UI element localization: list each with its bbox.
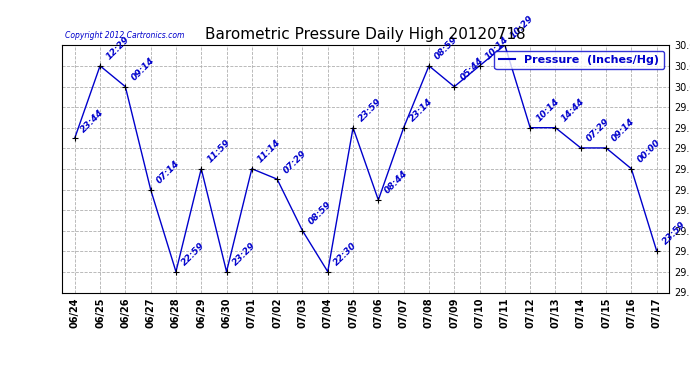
Text: 05:44: 05:44 [458,56,485,82]
Text: 14:44: 14:44 [560,97,586,123]
Text: 10:14: 10:14 [534,97,561,123]
Text: 11:14: 11:14 [256,138,283,165]
Text: 07:29: 07:29 [585,117,611,144]
Text: 23:59: 23:59 [357,97,384,123]
Text: 08:59: 08:59 [433,35,460,62]
Text: 10:29: 10:29 [509,14,535,41]
Text: 11:59: 11:59 [206,138,232,165]
Text: 23:29: 23:29 [230,241,257,267]
Text: 08:59: 08:59 [306,200,333,226]
Text: 09:14: 09:14 [130,56,156,82]
Legend: Pressure  (Inches/Hg): Pressure (Inches/Hg) [494,51,664,69]
Text: 12:29: 12:29 [104,35,131,62]
Text: 22:59: 22:59 [180,241,207,267]
Text: 23:14: 23:14 [408,97,435,123]
Text: 23:44: 23:44 [79,107,106,134]
Title: Barometric Pressure Daily High 20120718: Barometric Pressure Daily High 20120718 [206,27,526,42]
Text: 07:29: 07:29 [282,148,308,175]
Text: 22:30: 22:30 [332,241,359,267]
Text: 23:59: 23:59 [661,220,687,247]
Text: 08:44: 08:44 [382,169,409,196]
Text: Copyright 2012 Cartronics.com: Copyright 2012 Cartronics.com [65,31,184,40]
Text: 00:00: 00:00 [635,138,662,165]
Text: 10:14: 10:14 [484,35,511,62]
Text: 09:14: 09:14 [610,117,637,144]
Text: 07:14: 07:14 [155,159,181,185]
